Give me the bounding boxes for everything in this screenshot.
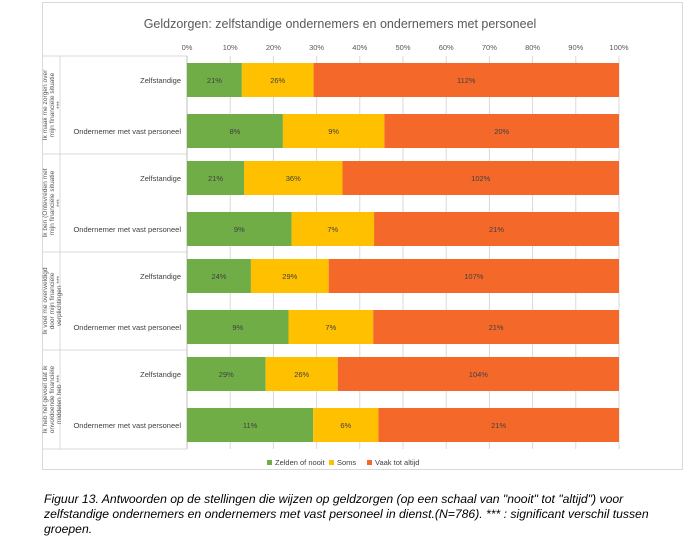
- bar-segment: [384, 114, 619, 148]
- data-label: 112%: [457, 76, 476, 85]
- x-tick-label: 70%: [482, 43, 497, 52]
- group-label: Ik maak me zorgen overmijn financiële si…: [42, 69, 63, 141]
- x-tick-label: 20%: [266, 43, 281, 52]
- legend-swatch: [267, 460, 272, 465]
- x-tick-label: 100%: [609, 43, 629, 52]
- data-label: 9%: [232, 323, 243, 332]
- category-label: Zelfstandige: [140, 76, 181, 85]
- legend-swatch: [329, 460, 334, 465]
- x-tick-label: 90%: [568, 43, 583, 52]
- data-label: 21%: [489, 225, 504, 234]
- data-label: 29%: [219, 370, 234, 379]
- bar-segment: [328, 259, 619, 293]
- data-label: 21%: [208, 174, 223, 183]
- x-tick-label: 50%: [395, 43, 410, 52]
- category-label: Ondernemer met vast personeel: [73, 225, 181, 234]
- group-label: Ik heb het gevoel dat ikonvoldoende fina…: [42, 365, 63, 434]
- data-label: 36%: [286, 174, 301, 183]
- data-label: 107%: [464, 272, 484, 281]
- data-label: 7%: [327, 225, 338, 234]
- x-tick-label: 10%: [223, 43, 238, 52]
- stacked-bar-chart: Geldzorgen: zelfstandige ondernemers en …: [42, 17, 629, 467]
- bar-segment: [187, 310, 289, 344]
- data-label: 26%: [294, 370, 309, 379]
- x-tick-label: 30%: [309, 43, 324, 52]
- bar-segment: [244, 161, 343, 195]
- data-label: 21%: [207, 76, 222, 85]
- legend-label: Soms: [337, 458, 356, 467]
- legend-swatch: [367, 460, 372, 465]
- data-label: 21%: [491, 421, 506, 430]
- bar-segment: [337, 357, 619, 391]
- bar-segment: [265, 357, 338, 391]
- data-label: 9%: [328, 127, 339, 136]
- group-label: Ik ben (Ontevreden metmijn financiële si…: [42, 168, 63, 237]
- category-label: Ondernemer met vast personeel: [73, 421, 181, 430]
- bar-segment: [374, 212, 619, 246]
- data-label: 104%: [469, 370, 489, 379]
- category-label: Zelfstandige: [140, 174, 181, 183]
- bar-segment: [187, 212, 292, 246]
- bar-segment: [378, 408, 619, 442]
- data-label: 7%: [325, 323, 336, 332]
- data-label: 102%: [471, 174, 491, 183]
- bar-segment: [187, 114, 283, 148]
- data-label: 21%: [489, 323, 504, 332]
- legend-label: Vaak tot altijd: [375, 458, 419, 467]
- chart-title: Geldzorgen: zelfstandige ondernemers en …: [144, 17, 537, 31]
- legend-label: Zelden of nooit: [275, 458, 326, 467]
- bar-segment: [187, 63, 242, 97]
- bar-segment: [373, 310, 619, 344]
- x-tick-label: 0%: [182, 43, 193, 52]
- data-label: 11%: [243, 421, 258, 430]
- x-tick-label: 40%: [352, 43, 367, 52]
- bar-segment: [250, 259, 329, 293]
- data-label: 20%: [494, 127, 509, 136]
- data-label: 8%: [230, 127, 241, 136]
- chart-frame: [42, 2, 683, 470]
- bar-segment: [282, 114, 385, 148]
- data-label: 29%: [282, 272, 297, 281]
- bar-segment: [291, 212, 375, 246]
- data-label: 24%: [211, 272, 226, 281]
- data-label: 6%: [340, 421, 351, 430]
- figure-caption: Figuur 13. Antwoorden op de stellingen d…: [44, 492, 649, 536]
- bar-segment: [187, 357, 266, 391]
- bar-segment: [313, 408, 379, 442]
- category-label: Ondernemer met vast personeel: [73, 127, 181, 136]
- data-label: 26%: [270, 76, 285, 85]
- x-tick-label: 60%: [439, 43, 454, 52]
- bar-segment: [288, 310, 374, 344]
- category-label: Zelfstandige: [140, 272, 181, 281]
- group-label: Ik voel me overweldigddoor mijn financië…: [42, 267, 63, 334]
- bar-segment: [187, 408, 314, 442]
- category-label: Zelfstandige: [140, 370, 181, 379]
- bar-segment: [342, 161, 619, 195]
- bar-segment: [241, 63, 314, 97]
- category-label: Ondernemer met vast personeel: [73, 323, 181, 332]
- x-tick-label: 80%: [525, 43, 540, 52]
- data-label: 9%: [234, 225, 245, 234]
- bar-segment: [187, 161, 245, 195]
- bar-segment: [313, 63, 619, 97]
- bar-segment: [187, 259, 251, 293]
